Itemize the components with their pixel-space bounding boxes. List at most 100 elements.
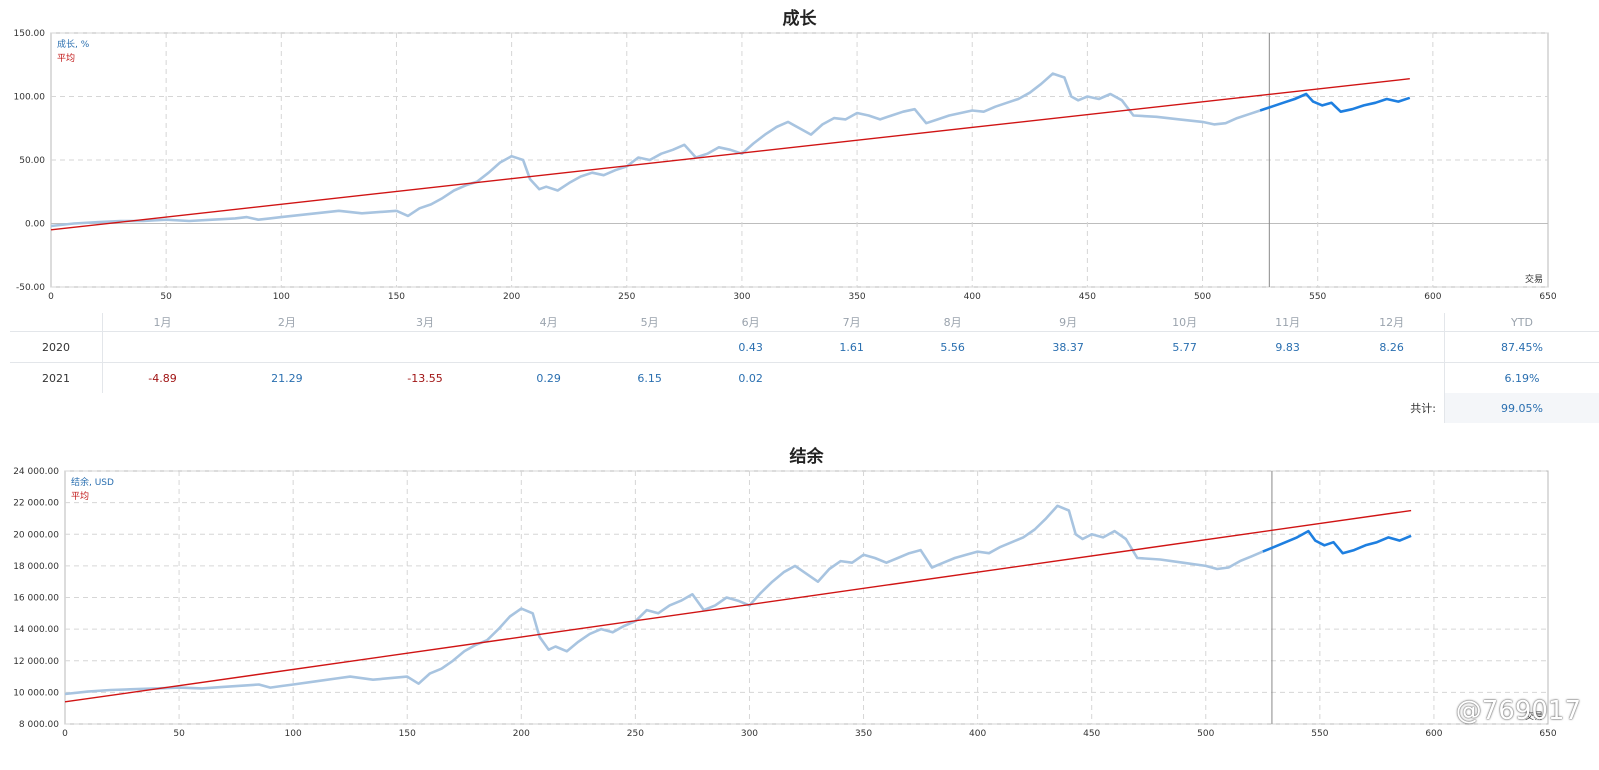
chart-title: 成长	[783, 8, 818, 29]
growth-chart: 成长 -50.00 0.00 50.00 100.00 150.00 0 50 100 150 20…	[14, 8, 1557, 302]
value-cell	[221, 331, 352, 363]
x-tick-label: 200	[503, 292, 520, 302]
y-tick-label: 10 000.00	[13, 688, 59, 698]
table-row: 2021 -4.89 21.29 -13.55 0.29 6.15 0.02 6…	[10, 362, 1599, 393]
value-cell: 8.26	[1339, 331, 1445, 363]
value-cell: 38.37	[1003, 331, 1134, 363]
x-tick-label: 0	[62, 729, 68, 739]
x-tick-label: 500	[1194, 292, 1211, 302]
month-header: 8月	[943, 316, 962, 329]
balance-chart: 结余 8 000.00 10 000.00 12 000.00 14 000.00 16 …	[13, 446, 1557, 739]
value-cell: 21.29	[221, 362, 352, 393]
x-tick-label: 250	[618, 292, 635, 302]
month-header: 5月	[640, 316, 659, 329]
month-header: 11月	[1275, 316, 1301, 329]
x-axis-label: 交易	[1525, 710, 1543, 722]
value-cell: 5.77	[1133, 331, 1237, 363]
y-tick-label: 22 000.00	[13, 499, 59, 509]
x-tick-label: 600	[1424, 292, 1441, 302]
x-tick-label: 350	[848, 292, 865, 302]
chart-title: 结余	[790, 446, 825, 467]
x-tick-label: 400	[964, 292, 981, 302]
month-header: 7月	[842, 316, 861, 329]
month-header: 6月	[741, 316, 760, 329]
value-cell: 6.15	[599, 362, 701, 393]
y-tick-label: 8 000.00	[19, 720, 59, 730]
value-cell: 0.29	[498, 362, 600, 393]
legend-entry: 成长, %	[57, 38, 90, 50]
x-tick-label: 150	[399, 729, 416, 739]
series-line-recent	[1262, 529, 1412, 555]
y-tick-label: 16 000.00	[13, 594, 59, 604]
ytd-cell: 6.19%	[1444, 362, 1599, 393]
month-header: 12月	[1379, 316, 1405, 329]
y-tick-label: 20 000.00	[13, 530, 59, 540]
ytd-header: YTD	[1444, 313, 1599, 332]
value-cell: 9.83	[1236, 331, 1340, 363]
value-cell	[1236, 362, 1340, 393]
month-header: 4月	[539, 316, 558, 329]
year-header-cell	[10, 313, 103, 332]
y-tick-label: 12 000.00	[13, 657, 59, 667]
y-tick-label: 0.00	[25, 220, 45, 230]
watermark: @769017	[1455, 696, 1581, 726]
y-tick-label: 150.00	[14, 29, 46, 39]
value-cell: 0.43	[700, 331, 802, 363]
value-cell: 0.02	[700, 362, 802, 393]
series-line-history	[50, 72, 1261, 228]
year-cell: 2021	[10, 362, 103, 393]
month-header: 2月	[277, 316, 296, 329]
y-tick-label: 18 000.00	[13, 562, 59, 572]
x-tick-label: 400	[969, 729, 986, 739]
x-tick-label: 550	[1311, 729, 1328, 739]
y-tick-label: 14 000.00	[13, 625, 59, 635]
series-line-recent	[1259, 92, 1411, 113]
value-cell	[351, 331, 499, 363]
y-tick-label: 24 000.00	[13, 467, 59, 477]
legend-entry: 结余, USD	[71, 476, 114, 488]
value-cell: -4.89	[102, 362, 222, 393]
x-tick-label: 250	[627, 729, 644, 739]
x-tick-label: 300	[741, 729, 758, 739]
average-line	[64, 509, 1412, 703]
x-tick-label: 500	[1197, 729, 1214, 739]
value-cell	[599, 331, 701, 363]
x-tick-label: 50	[160, 292, 172, 302]
x-tick-label: 200	[513, 729, 530, 739]
x-tick-label: 300	[733, 292, 750, 302]
x-tick-label: 650	[1539, 292, 1556, 302]
value-cell: -13.55	[351, 362, 499, 393]
month-header: 1月	[153, 316, 172, 329]
x-tick-label: 600	[1425, 729, 1442, 739]
x-tick-label: 650	[1539, 729, 1556, 739]
x-tick-label: 0	[48, 292, 54, 302]
average-line	[50, 78, 1410, 231]
y-tick-label: 50.00	[19, 156, 45, 166]
value-cell	[1133, 362, 1237, 393]
x-tick-label: 100	[285, 729, 302, 739]
monthly-returns-table: 1月 2月 3月 4月 5月 6月 7月 8月 9月 10月 11月 12月 Y…	[10, 313, 1599, 423]
x-tick-label: 150	[388, 292, 405, 302]
value-cell	[1339, 362, 1445, 393]
total-label: 共计:	[1410, 402, 1436, 415]
value-cell	[102, 331, 222, 363]
x-tick-label: 100	[273, 292, 290, 302]
y-tick-label: 100.00	[14, 93, 46, 103]
month-header: 3月	[415, 316, 434, 329]
value-cell: 1.61	[801, 331, 903, 363]
legend-entry: 平均	[71, 490, 89, 502]
total-row: 共计: 99.05%	[10, 393, 1599, 423]
series-line-history	[64, 504, 1264, 696]
year-cell: 2020	[10, 331, 103, 363]
value-cell	[1003, 362, 1134, 393]
table-row: 2020 0.43 1.61 5.56 38.37 5.77 9.83 8.26…	[10, 331, 1599, 363]
y-tick-label: -50.00	[16, 283, 45, 293]
month-header: 10月	[1172, 316, 1198, 329]
table-header-row: 1月 2月 3月 4月 5月 6月 7月 8月 9月 10月 11月 12月 Y…	[10, 313, 1599, 332]
legend-entry: 平均	[57, 52, 75, 64]
x-tick-label: 550	[1309, 292, 1326, 302]
x-tick-label: 350	[855, 729, 872, 739]
x-axis-label: 交易	[1525, 273, 1543, 285]
x-tick-label: 450	[1083, 729, 1100, 739]
